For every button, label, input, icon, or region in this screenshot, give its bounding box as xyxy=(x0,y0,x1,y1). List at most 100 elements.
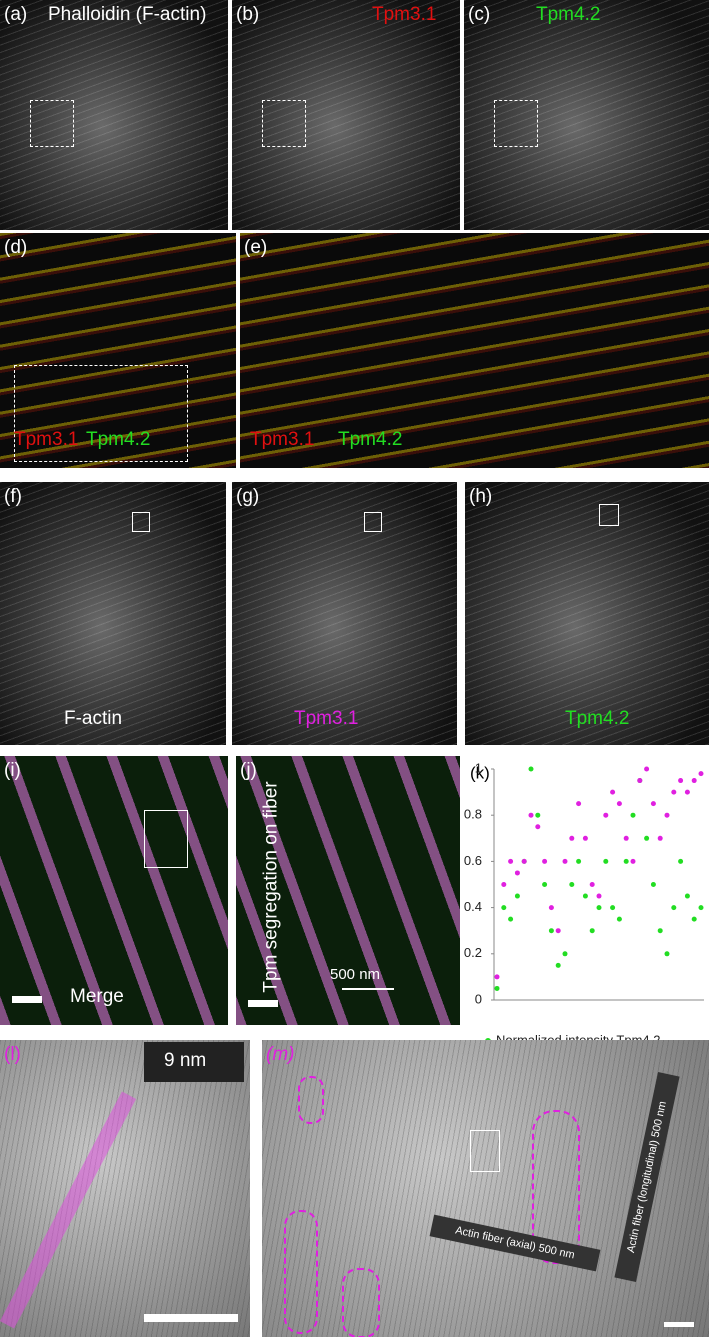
panel-label: (a) xyxy=(4,4,28,25)
point xyxy=(508,916,514,922)
point xyxy=(691,778,697,784)
point xyxy=(589,928,595,934)
panel-label: (d) xyxy=(4,237,28,258)
roi xyxy=(132,512,150,532)
roi xyxy=(599,504,619,526)
point xyxy=(535,812,541,818)
point xyxy=(542,882,548,887)
point xyxy=(514,870,520,876)
y-tick-label: 0.6 xyxy=(464,853,482,868)
point xyxy=(582,835,588,841)
caption: Tpm segregation on fiber xyxy=(260,781,282,993)
point xyxy=(603,812,609,818)
panel-e: (e) Tpm3.1 Tpm4.2 xyxy=(240,233,709,468)
panel-label: (j) xyxy=(240,760,257,781)
scale-bar xyxy=(12,996,42,1003)
caption: Tpm3.1 xyxy=(294,708,359,729)
panel-label: (l) xyxy=(4,1044,21,1065)
panel-label: (c) xyxy=(468,4,491,25)
caption: Tpm4.2 xyxy=(86,429,151,450)
point xyxy=(576,858,582,864)
point xyxy=(678,778,684,784)
roi xyxy=(14,365,188,462)
caption: Merge xyxy=(70,986,124,1007)
point xyxy=(514,893,520,899)
y-tick-label: 0 xyxy=(475,991,482,1006)
panel-f: (f) F-actin xyxy=(0,482,226,745)
filament xyxy=(0,1091,137,1329)
point xyxy=(671,905,677,911)
point xyxy=(657,928,663,934)
point xyxy=(691,916,697,922)
point xyxy=(589,882,595,887)
point xyxy=(644,766,650,772)
point xyxy=(650,801,656,807)
scale-bar xyxy=(664,1322,694,1327)
point xyxy=(508,858,514,864)
panel-l: (l) 9 nm xyxy=(0,1040,250,1337)
caption: Tpm3.1 xyxy=(250,429,315,450)
caption: 9 nm xyxy=(164,1050,207,1071)
point xyxy=(569,835,575,841)
point xyxy=(616,916,622,922)
panel-m: (m) Actin fiber (axial) 500 nm Actin fib… xyxy=(262,1040,709,1337)
point xyxy=(576,801,582,807)
label-box xyxy=(144,1042,244,1082)
outline xyxy=(342,1268,380,1337)
point xyxy=(664,951,670,957)
point xyxy=(494,974,500,980)
panel-label: (i) xyxy=(4,760,21,781)
point xyxy=(664,812,670,818)
point xyxy=(542,858,548,864)
scale-bar xyxy=(144,1314,238,1322)
point xyxy=(678,858,684,864)
point xyxy=(610,905,616,911)
point xyxy=(616,801,622,807)
caption: 500 nm xyxy=(330,966,381,983)
y-tick-label: 0.2 xyxy=(464,945,482,960)
point xyxy=(698,905,704,911)
caption: Tpm4.2 xyxy=(338,429,403,450)
point xyxy=(582,893,588,899)
roi xyxy=(364,512,382,532)
point xyxy=(501,882,507,887)
point xyxy=(630,812,636,818)
roi xyxy=(144,810,188,868)
panel-label: (b) xyxy=(236,4,260,25)
panel-d: (d) Tpm3.1 Tpm4.2 xyxy=(0,233,236,468)
caption: Phalloidin (F-actin) xyxy=(48,4,207,25)
point xyxy=(684,893,690,899)
point xyxy=(528,766,534,772)
panel-label: (k) xyxy=(470,763,490,782)
point xyxy=(603,858,609,864)
caption: F-actin xyxy=(64,708,123,729)
panel-label: (f) xyxy=(4,486,22,507)
panel-g: (g) Tpm3.1 xyxy=(232,482,457,745)
panel-label: (e) xyxy=(244,237,268,258)
panel-a: (a) Phalloidin (F-actin) xyxy=(0,0,228,230)
scale-bar xyxy=(248,1000,278,1007)
panel-i: (i) Merge xyxy=(0,756,228,1025)
panel-label: (g) xyxy=(236,486,260,507)
point xyxy=(657,835,663,841)
roi xyxy=(470,1130,500,1172)
roi xyxy=(494,100,538,147)
point xyxy=(623,858,629,864)
point xyxy=(698,771,704,777)
point xyxy=(562,858,568,864)
caption: Tpm3.1 xyxy=(14,429,79,450)
panel-label: (h) xyxy=(469,486,493,507)
point xyxy=(596,893,602,899)
point xyxy=(596,905,602,911)
panel-label: (m) xyxy=(266,1044,295,1065)
panel-h: (h) Tpm4.2 xyxy=(465,482,709,745)
point xyxy=(555,962,561,968)
point xyxy=(501,905,507,911)
point xyxy=(521,858,527,864)
point xyxy=(684,789,690,795)
point xyxy=(671,789,677,795)
point xyxy=(650,882,656,887)
arrow xyxy=(342,988,394,990)
roi xyxy=(262,100,306,147)
